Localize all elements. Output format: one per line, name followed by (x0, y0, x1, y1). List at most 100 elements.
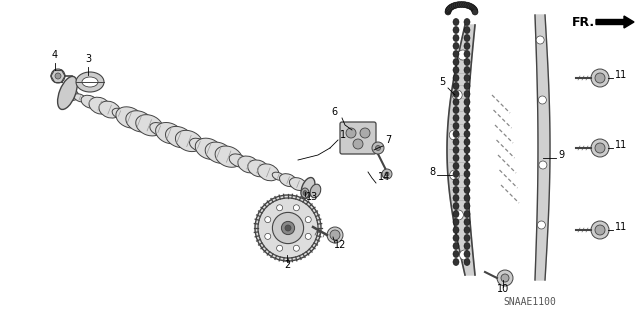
Ellipse shape (464, 258, 470, 265)
Ellipse shape (453, 154, 459, 161)
Ellipse shape (453, 203, 459, 210)
Ellipse shape (445, 7, 452, 12)
Ellipse shape (464, 170, 470, 177)
Ellipse shape (453, 42, 459, 49)
Ellipse shape (76, 72, 104, 92)
Ellipse shape (468, 4, 474, 10)
Ellipse shape (464, 26, 470, 33)
Circle shape (538, 96, 547, 104)
Text: FR.: FR. (572, 16, 595, 28)
Ellipse shape (453, 50, 459, 57)
Ellipse shape (126, 111, 153, 132)
Ellipse shape (464, 50, 470, 57)
Ellipse shape (471, 7, 477, 12)
Text: 13: 13 (306, 192, 318, 202)
Circle shape (538, 221, 545, 229)
Circle shape (55, 73, 61, 79)
Ellipse shape (449, 4, 455, 10)
Text: 7: 7 (385, 135, 391, 145)
Ellipse shape (464, 83, 470, 90)
Ellipse shape (303, 190, 307, 196)
Ellipse shape (464, 195, 470, 202)
Ellipse shape (258, 164, 279, 181)
Ellipse shape (150, 122, 168, 136)
Ellipse shape (464, 179, 470, 186)
Ellipse shape (74, 94, 86, 102)
Ellipse shape (464, 211, 470, 218)
Ellipse shape (453, 242, 459, 249)
Ellipse shape (464, 226, 470, 234)
Ellipse shape (453, 66, 459, 73)
Ellipse shape (464, 138, 470, 145)
Ellipse shape (453, 115, 459, 122)
Ellipse shape (81, 95, 99, 108)
FancyArrow shape (596, 16, 634, 28)
Ellipse shape (453, 219, 459, 226)
Ellipse shape (464, 107, 470, 114)
Circle shape (273, 212, 303, 244)
Ellipse shape (195, 138, 222, 160)
Ellipse shape (280, 174, 297, 187)
Circle shape (282, 221, 294, 234)
Ellipse shape (89, 97, 110, 114)
Ellipse shape (215, 146, 242, 167)
Ellipse shape (453, 26, 459, 33)
Ellipse shape (112, 108, 127, 119)
Ellipse shape (61, 87, 79, 100)
Circle shape (51, 69, 65, 83)
Ellipse shape (99, 101, 120, 118)
Ellipse shape (116, 107, 143, 128)
Circle shape (372, 142, 384, 154)
Circle shape (305, 217, 311, 223)
Ellipse shape (58, 77, 77, 109)
Ellipse shape (447, 5, 452, 11)
Circle shape (293, 245, 300, 251)
Circle shape (591, 221, 609, 239)
Ellipse shape (189, 138, 208, 152)
Circle shape (327, 227, 343, 243)
Circle shape (330, 230, 340, 240)
Ellipse shape (453, 130, 459, 137)
Ellipse shape (453, 34, 459, 41)
Circle shape (360, 128, 370, 138)
Circle shape (591, 69, 609, 87)
Ellipse shape (238, 156, 259, 173)
Text: 10: 10 (497, 284, 509, 294)
Circle shape (460, 250, 470, 260)
Ellipse shape (453, 170, 459, 177)
Ellipse shape (289, 178, 307, 190)
Ellipse shape (310, 184, 321, 198)
Text: 11: 11 (615, 70, 627, 80)
Ellipse shape (464, 42, 470, 49)
Circle shape (450, 170, 460, 180)
Ellipse shape (453, 250, 459, 257)
Ellipse shape (453, 19, 459, 26)
Circle shape (591, 139, 609, 157)
Circle shape (595, 143, 605, 153)
Ellipse shape (272, 172, 284, 180)
Ellipse shape (464, 19, 470, 26)
Ellipse shape (464, 2, 470, 8)
Ellipse shape (136, 115, 163, 136)
Text: 3: 3 (85, 54, 91, 64)
Circle shape (453, 210, 463, 220)
Text: 5: 5 (439, 77, 445, 87)
Ellipse shape (464, 234, 470, 241)
Circle shape (353, 139, 363, 149)
Ellipse shape (464, 115, 470, 122)
Ellipse shape (453, 107, 459, 114)
Ellipse shape (453, 187, 459, 194)
Circle shape (276, 205, 283, 211)
Circle shape (346, 128, 356, 138)
Circle shape (595, 225, 605, 235)
Circle shape (255, 195, 321, 261)
Ellipse shape (445, 9, 451, 15)
Ellipse shape (453, 258, 459, 265)
Ellipse shape (453, 138, 459, 145)
Text: 4: 4 (52, 50, 58, 60)
Ellipse shape (453, 99, 459, 106)
Circle shape (458, 50, 468, 60)
Ellipse shape (156, 122, 182, 144)
Ellipse shape (175, 130, 202, 152)
Ellipse shape (453, 122, 459, 130)
